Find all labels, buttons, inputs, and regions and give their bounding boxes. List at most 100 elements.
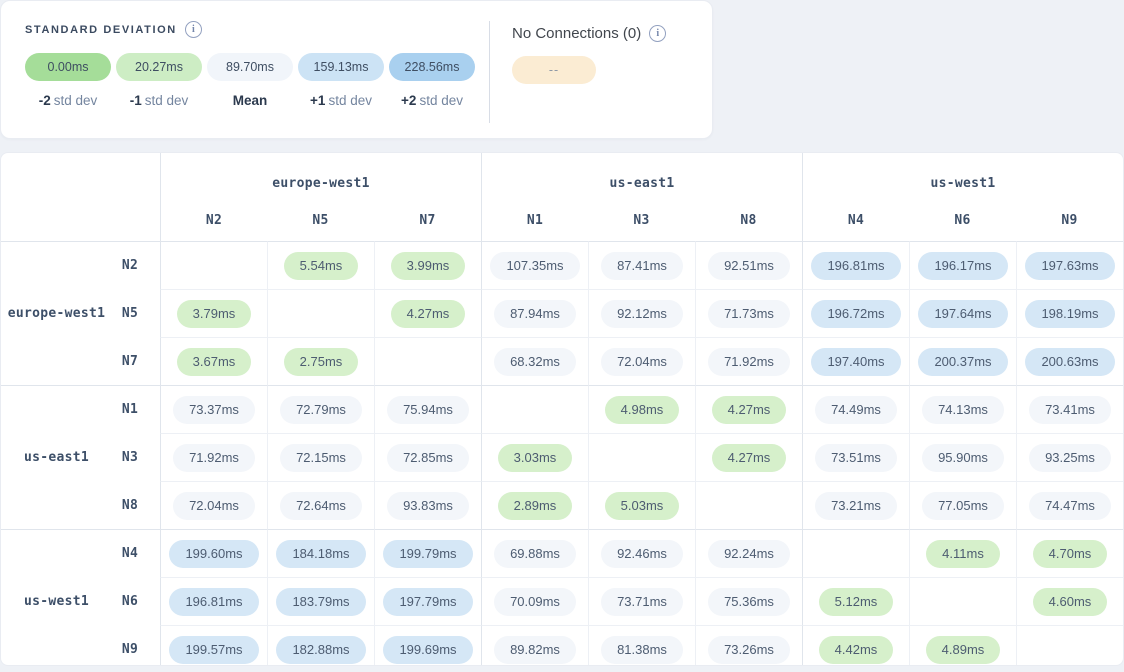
legend-chip-+2: 228.56ms (389, 53, 475, 81)
row-header-N2: N2 (1, 241, 160, 289)
column-group-label-europe-west1: europe-west1 (160, 153, 481, 197)
matrix-cell-N1-N5: 72.79ms (267, 385, 374, 433)
matrix-cell-N9-N6: 4.89ms (909, 625, 1016, 665)
latency-chip: 92.46ms (601, 539, 683, 568)
matrix-cell-N1-N2: 73.37ms (160, 385, 267, 433)
matrix-cell-N3-N1: 3.03ms (481, 433, 588, 481)
latency-chip: 4.98ms (604, 395, 680, 424)
latency-chip: 89.82ms (494, 635, 576, 664)
matrix-cell-N3-N2: 71.92ms (160, 433, 267, 481)
latency-chip: 4.11ms (926, 539, 1000, 568)
no-connections-chip: -- (512, 56, 596, 84)
matrix-cell-N5-N3: 92.12ms (588, 289, 695, 337)
latency-chip: 71.92ms (708, 347, 790, 376)
latency-chip: 196.81ms (169, 587, 259, 616)
std-dev-section: STANDARD DEVIATION i 0.00ms 20.27ms 89.70m… (25, 21, 475, 108)
matrix-cell-N5-N5 (267, 289, 374, 337)
matrix-cell-N6-N1: 70.09ms (481, 577, 588, 625)
latency-chip: 183.79ms (276, 587, 366, 616)
no-connections-info-icon[interactable]: i (649, 25, 667, 42)
latency-chip: 184.18ms (276, 539, 366, 568)
matrix-cell-N3-N3 (588, 433, 695, 481)
latency-chip: 4.89ms (925, 635, 1001, 664)
latency-chip: 199.60ms (169, 539, 259, 568)
latency-chip: 3.99ms (390, 251, 466, 280)
latency-chip: 71.92ms (173, 443, 255, 472)
std-dev-info-icon[interactable]: i (184, 21, 202, 38)
latency-chip: 75.94ms (387, 395, 469, 424)
matrix-cell-N1-N9: 73.41ms (1016, 385, 1123, 433)
column-node-label-N9: N9 (1061, 212, 1078, 228)
latency-chip: 77.05ms (922, 491, 1004, 520)
row-node-label-N8: N8 (121, 497, 139, 513)
matrix-cell-N3-N8: 4.27ms (695, 433, 802, 481)
matrix-cell-N3-N5: 72.15ms (267, 433, 374, 481)
latency-chip: 92.12ms (601, 299, 683, 328)
latency-chip: 73.71ms (601, 587, 683, 616)
matrix-cell-N9-N3: 81.38ms (588, 625, 695, 665)
column-node-label-N2: N2 (160, 197, 267, 241)
matrix-cell-N7-N6: 200.37ms (909, 337, 1016, 385)
matrix-cell-N7-N2: 3.67ms (160, 337, 267, 385)
matrix-cell-N3-N9: 93.25ms (1016, 433, 1123, 481)
latency-chip: 199.79ms (383, 539, 473, 568)
matrix-cell-N9-N5: 182.88ms (267, 625, 374, 665)
matrix-cell-N5-N6: 197.64ms (909, 289, 1016, 337)
matrix-cell-N6-N3: 73.71ms (588, 577, 695, 625)
latency-chip: 92.51ms (708, 251, 790, 280)
latency-chip: 87.94ms (494, 299, 576, 328)
latency-chip: 4.27ms (390, 299, 466, 328)
latency-chip: 74.13ms (922, 395, 1004, 424)
row-region-label-europe-west1: europe-west1 (7, 305, 106, 321)
matrix-cell-N2-N2 (160, 241, 267, 289)
row-node-label-N9: N9 (121, 641, 139, 657)
legend-chip--1: 20.27ms (116, 53, 202, 81)
column-node-label-N1: N1 (481, 197, 588, 241)
latency-chip: 107.35ms (490, 251, 580, 280)
matrix-cell-N3-N6: 95.90ms (909, 433, 1016, 481)
latency-chip: 5.03ms (604, 491, 680, 520)
no-connections-title: No Connections (0) (512, 25, 642, 42)
latency-chip: 197.64ms (918, 299, 1008, 328)
latency-chip: 95.90ms (922, 443, 1004, 472)
matrix-cell-N4-N2: 199.60ms (160, 529, 267, 577)
latency-chip: 73.37ms (173, 395, 255, 424)
matrix-cell-N6-N5: 183.79ms (267, 577, 374, 625)
latency-matrix: europe-west1 us-east1 us-west1 N2 N5 N7 N1 N3 N8… (1, 153, 1123, 665)
latency-chip: 74.49ms (815, 395, 897, 424)
matrix-cell-N5-N2: 3.79ms (160, 289, 267, 337)
latency-chip: 197.79ms (383, 587, 473, 616)
latency-chip: 72.79ms (280, 395, 362, 424)
latency-chip: 73.51ms (815, 443, 897, 472)
legend-label-2: Mean (232, 93, 268, 108)
latency-chip: 197.63ms (1025, 251, 1115, 280)
matrix-cell-N4-N8: 92.24ms (695, 529, 802, 577)
latency-chip: 5.54ms (283, 251, 359, 280)
matrix-cell-N9-N2: 199.57ms (160, 625, 267, 665)
latency-chip: 196.72ms (811, 299, 901, 328)
column-node-label-N5: N5 (312, 212, 329, 228)
std-dev-title: STANDARD DEVIATION (25, 23, 177, 36)
matrix-cell-N6-N6 (909, 577, 1016, 625)
latency-chip: 3.03ms (497, 443, 573, 472)
matrix-cell-N8-N3: 5.03ms (588, 481, 695, 529)
matrix-cell-N9-N4: 4.42ms (802, 625, 909, 665)
legend-label-3: +1 std dev (310, 93, 372, 108)
column-group-label-us-east1: us-east1 (481, 153, 802, 197)
matrix-cell-N6-N9: 4.60ms (1016, 577, 1123, 625)
legend-chip-+1: 159.13ms (298, 53, 384, 81)
latency-chip: 72.85ms (387, 443, 469, 472)
latency-chip: 69.88ms (494, 539, 576, 568)
row-header-N1: N1 (1, 385, 160, 433)
latency-chip: 68.32ms (494, 347, 576, 376)
row-header-N7: N7 (1, 337, 160, 385)
matrix-cell-N7-N9: 200.63ms (1016, 337, 1123, 385)
matrix-cell-N8-N1: 2.89ms (481, 481, 588, 529)
row-node-label-N3: N3 (121, 449, 139, 465)
row-region-label-us-east1: us-east1 (23, 449, 89, 465)
legend-label-0: -2 std dev (38, 93, 98, 108)
latency-chip: 92.24ms (708, 539, 790, 568)
latency-chip: 182.88ms (276, 635, 366, 664)
latency-chip: 199.69ms (383, 635, 473, 664)
matrix-cell-N8-N9: 74.47ms (1016, 481, 1123, 529)
